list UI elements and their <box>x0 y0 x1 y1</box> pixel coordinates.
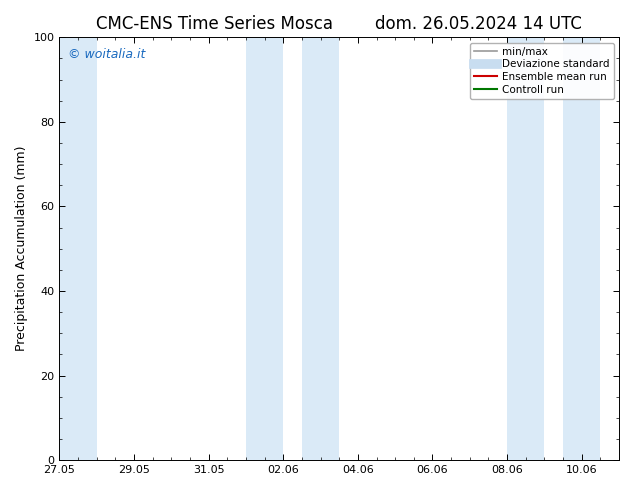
Y-axis label: Precipitation Accumulation (mm): Precipitation Accumulation (mm) <box>15 146 28 351</box>
Bar <box>246 37 283 460</box>
Legend: min/max, Deviazione standard, Ensemble mean run, Controll run: min/max, Deviazione standard, Ensemble m… <box>470 43 614 98</box>
Bar <box>563 37 600 460</box>
Bar <box>60 37 97 460</box>
Title: CMC-ENS Time Series Mosca        dom. 26.05.2024 14 UTC: CMC-ENS Time Series Mosca dom. 26.05.202… <box>96 15 582 33</box>
Bar <box>302 37 339 460</box>
Bar <box>507 37 545 460</box>
Text: © woitalia.it: © woitalia.it <box>68 48 145 61</box>
